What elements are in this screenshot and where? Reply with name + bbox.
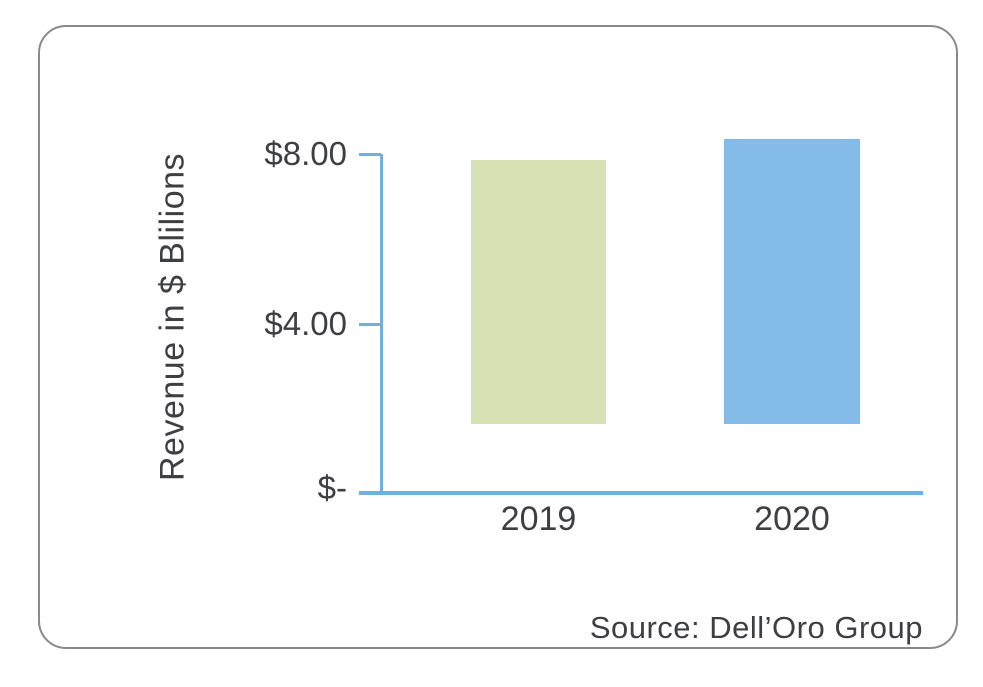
x-tick-label-2020: 2020 bbox=[754, 500, 830, 538]
y-tick-label-8: $8.00 bbox=[264, 135, 347, 172]
y-tick-label-0: $- bbox=[317, 469, 347, 506]
y-axis-title: Revenue in $ Blilions bbox=[153, 152, 192, 482]
bar-2019 bbox=[471, 160, 606, 424]
chart-card: Revenue in $ Blilions $8.00 $4.00 $- 201… bbox=[38, 25, 958, 649]
y-tick-label-4: $4.00 bbox=[264, 305, 347, 342]
source-note: Source: Dell’Oro Group bbox=[589, 610, 923, 645]
x-axis-line bbox=[359, 491, 923, 495]
bar-2020 bbox=[724, 139, 860, 424]
tick-mark-4 bbox=[359, 323, 381, 326]
tick-mark-8 bbox=[359, 153, 381, 156]
y-axis-line bbox=[380, 154, 383, 492]
x-tick-label-2019: 2019 bbox=[500, 500, 577, 538]
